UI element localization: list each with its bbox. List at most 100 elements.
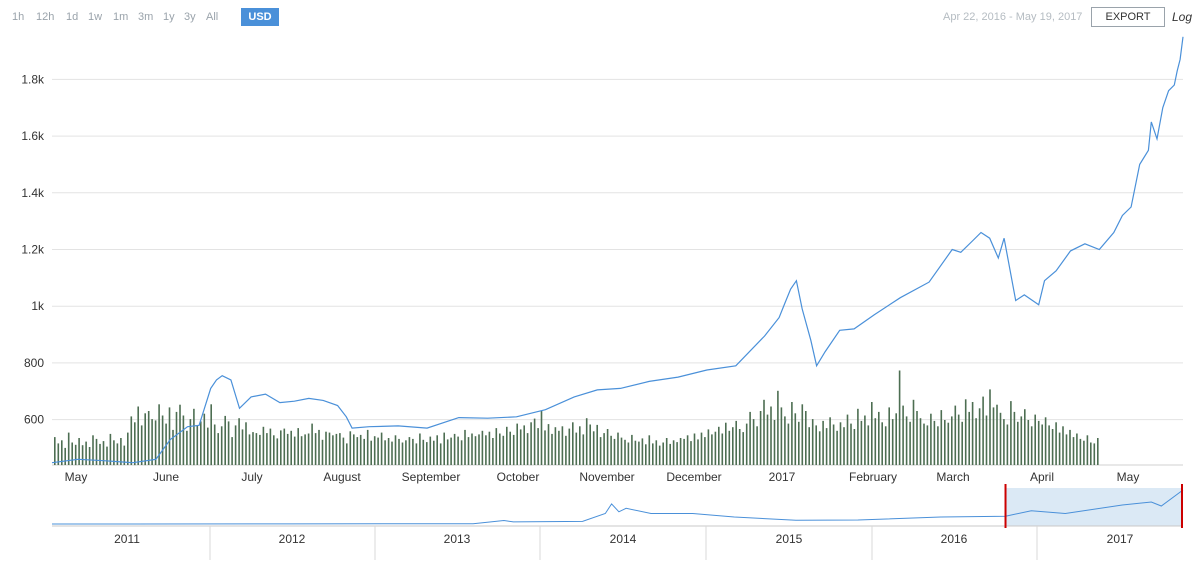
volume-bar: [408, 437, 411, 465]
volume-bar: [1076, 433, 1078, 465]
volume-bar: [732, 427, 734, 465]
volume-bar: [968, 411, 970, 465]
volume-bar: [933, 420, 936, 465]
range-1w-button[interactable]: 1w: [88, 11, 103, 23]
volume-bar: [763, 399, 765, 466]
volume-bar: [603, 433, 605, 465]
export-button[interactable]: EXPORT: [1091, 7, 1165, 27]
volume-bar: [561, 426, 564, 465]
volume-bar: [290, 430, 292, 465]
volume-bar: [113, 440, 115, 466]
range-3m-button[interactable]: 3m: [138, 11, 154, 23]
y-tick-label: 800: [24, 356, 44, 370]
volume-bar: [568, 428, 571, 466]
range-3y-button[interactable]: 3y: [184, 11, 196, 23]
volume-bar: [1024, 409, 1026, 465]
volume-bar: [773, 420, 776, 465]
volume-bar: [1003, 419, 1005, 465]
volume-bar: [137, 406, 139, 465]
volume-bar: [648, 435, 651, 465]
navigator-year-label: 2013: [444, 532, 471, 546]
volume-bar: [398, 438, 400, 465]
volume-bar: [64, 447, 66, 465]
volume-bar: [971, 402, 974, 465]
volume-bar: [109, 433, 112, 465]
y-tick-label: 1.2k: [21, 243, 45, 257]
volume-bar: [366, 429, 369, 465]
volume-bar: [405, 440, 407, 466]
volume-bar: [544, 430, 546, 465]
volume-bar: [818, 431, 821, 466]
volume-bar: [419, 433, 421, 465]
volume-bar: [363, 438, 365, 465]
volume-bar: [283, 428, 286, 466]
volume-bar: [248, 434, 251, 465]
volume-bar: [728, 430, 731, 465]
volume-bar: [88, 447, 91, 465]
volume-bar: [895, 413, 897, 466]
range-1d-button[interactable]: 1d: [66, 11, 79, 23]
log-scale-toggle[interactable]: Log: [1172, 10, 1193, 24]
x-tick-label: May: [65, 470, 88, 484]
range-12h-button[interactable]: 12h: [36, 11, 55, 23]
volume-bar: [957, 414, 960, 465]
volume-bar: [130, 416, 133, 465]
volume-bar: [224, 415, 226, 465]
volume-bar: [123, 445, 126, 465]
range-1y-button[interactable]: 1y: [163, 11, 175, 23]
navigator[interactable]: 2011 2012 2013 2014 2015 2016 2017: [51, 484, 1184, 560]
volume-bar: [641, 438, 644, 465]
volume-bar: [227, 421, 230, 465]
volume-bar: [964, 399, 967, 465]
volume-bar: [502, 435, 505, 466]
volume-bar: [168, 407, 171, 465]
volume-bar: [512, 434, 515, 466]
volume-bar: [307, 433, 310, 465]
grid-lines: [52, 78, 1183, 466]
volume-bar: [304, 434, 306, 465]
volume-bar: [1051, 429, 1054, 465]
volume-bar: [843, 427, 845, 465]
volume-bar: [784, 416, 786, 465]
range-1h-button[interactable]: 1h: [12, 11, 25, 23]
volume-bar: [151, 419, 153, 465]
volume-bar: [912, 399, 915, 466]
volume-bar: [269, 428, 272, 466]
volume-bar: [665, 438, 668, 465]
volume-bar: [652, 443, 654, 465]
volume-bar: [196, 425, 199, 465]
volume-bar: [179, 404, 181, 465]
range-all-button[interactable]: All: [206, 11, 219, 23]
x-tick-label: November: [579, 470, 634, 484]
volume-bar: [1034, 414, 1036, 465]
x-tick-label: June: [153, 470, 179, 484]
volume-bar: [203, 413, 206, 465]
volume-bar: [85, 441, 87, 465]
volume-bar: [683, 438, 685, 465]
currency-usd-button[interactable]: USD: [241, 8, 279, 26]
volume-bar: [481, 430, 484, 465]
volume-bar: [992, 407, 995, 465]
volume-bar: [422, 439, 425, 465]
volume-bar: [558, 430, 560, 465]
volume-bar: [220, 426, 223, 465]
volume-bar: [759, 411, 762, 465]
navigator-selection[interactable]: [1005, 488, 1183, 526]
volume-bar: [161, 415, 164, 465]
volume-bar: [791, 402, 793, 465]
volume-bar: [266, 433, 268, 465]
range-1m-button[interactable]: 1m: [113, 11, 129, 23]
volume-bar: [488, 431, 491, 465]
volume-bar: [134, 422, 136, 466]
volume-bar: [575, 432, 578, 465]
volume-bar: [815, 425, 817, 465]
volume-bar: [1086, 435, 1089, 465]
volume-bar: [627, 442, 630, 465]
volume-bar: [766, 414, 769, 465]
volume-bar: [805, 411, 807, 465]
volume-bar: [311, 423, 313, 465]
volume-bar: [384, 440, 386, 466]
volume-bar: [857, 408, 859, 466]
volume-bar: [492, 438, 494, 465]
